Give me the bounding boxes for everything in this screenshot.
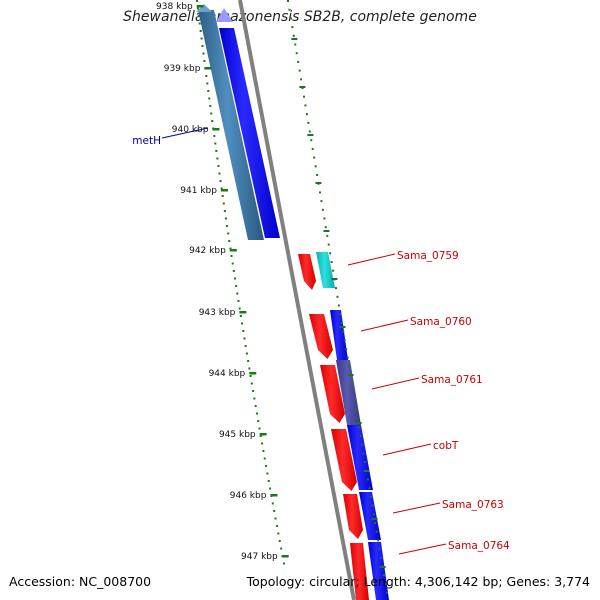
gene-label-leader — [398, 543, 447, 555]
gene-label-leader — [161, 127, 209, 139]
gene-label-leader — [371, 377, 420, 390]
gene-label[interactable]: metH — [132, 135, 161, 147]
tick-label: 945 kbp — [219, 430, 256, 440]
cds-arrowhead — [196, 4, 212, 12]
tick-label: 946 kbp — [230, 491, 267, 501]
tick-track: 938 kbp 939 kbp 940 kbp 941 kbp 942 kbp 943 k… — [156, 0, 388, 594]
tick-label: 942 kbp — [189, 246, 226, 256]
tick-mark — [220, 189, 228, 192]
gene-label[interactable]: Sama_0759 — [397, 250, 459, 262]
cds-block-sama-0761 — [320, 365, 345, 423]
cds-block-blue-5 — [368, 542, 389, 600]
cds-block-cobt — [331, 429, 357, 491]
cds-block-sama-0764 — [350, 543, 369, 600]
gene-label-leader — [392, 502, 441, 514]
feature-track — [196, 4, 389, 600]
accession-text: Accession: NC_008700 — [9, 574, 152, 589]
tick-mark — [249, 372, 257, 375]
tick-label: 940 kbp — [172, 125, 209, 135]
gene-label-leader — [360, 319, 409, 332]
tick-label: 947 kbp — [241, 552, 278, 562]
tick-label: 941 kbp — [180, 186, 217, 196]
tick-label: 943 kbp — [199, 308, 236, 318]
tick-label: 939 kbp — [164, 64, 201, 74]
tick-label: 944 kbp — [209, 369, 246, 379]
cds-block-meth-2 — [219, 28, 280, 238]
cds-block-blue-4 — [359, 492, 381, 540]
cds-block-blue-3 — [347, 425, 373, 490]
tick-mark — [212, 128, 220, 131]
gene-label[interactable]: Sama_0760 — [410, 316, 472, 328]
cds-block-meth-1 — [198, 10, 264, 240]
gene-label[interactable]: cobT — [433, 440, 459, 452]
gene-label[interactable]: Sama_0764 — [448, 540, 510, 552]
genome-summary-text: Topology: circular; Length: 4,306,142 bp… — [246, 574, 590, 589]
gene-label-track: metH Sama_0759 Sama_0760 Sama_0761 cobT Sama_… — [132, 127, 510, 555]
cds-block-sama-0763 — [343, 494, 363, 539]
gene-label[interactable]: Sama_0763 — [442, 499, 504, 511]
cds-block-blue-1 — [330, 310, 348, 360]
gene-label-leader — [347, 253, 396, 266]
tick-mark — [239, 311, 247, 314]
backbone-track — [238, 0, 356, 600]
cds-block-sama-0760 — [309, 314, 333, 359]
tick-mark — [196, 5, 204, 8]
gene-label-leader — [382, 443, 432, 456]
cds-block-blue-2 — [336, 360, 361, 425]
tick-mark — [204, 67, 212, 70]
gene-label[interactable]: Sama_0761 — [421, 374, 483, 386]
tick-mark — [270, 494, 278, 497]
tick-mark — [259, 433, 267, 436]
cds-block-sama-0759-b — [316, 252, 335, 288]
tick-label: 938 kbp — [156, 2, 193, 12]
tick-mark — [229, 249, 237, 252]
cds-arrowhead — [216, 8, 233, 22]
genome-backbone — [238, 0, 356, 600]
cds-block-sama-0759-a — [298, 254, 316, 290]
tick-mark — [281, 555, 289, 558]
